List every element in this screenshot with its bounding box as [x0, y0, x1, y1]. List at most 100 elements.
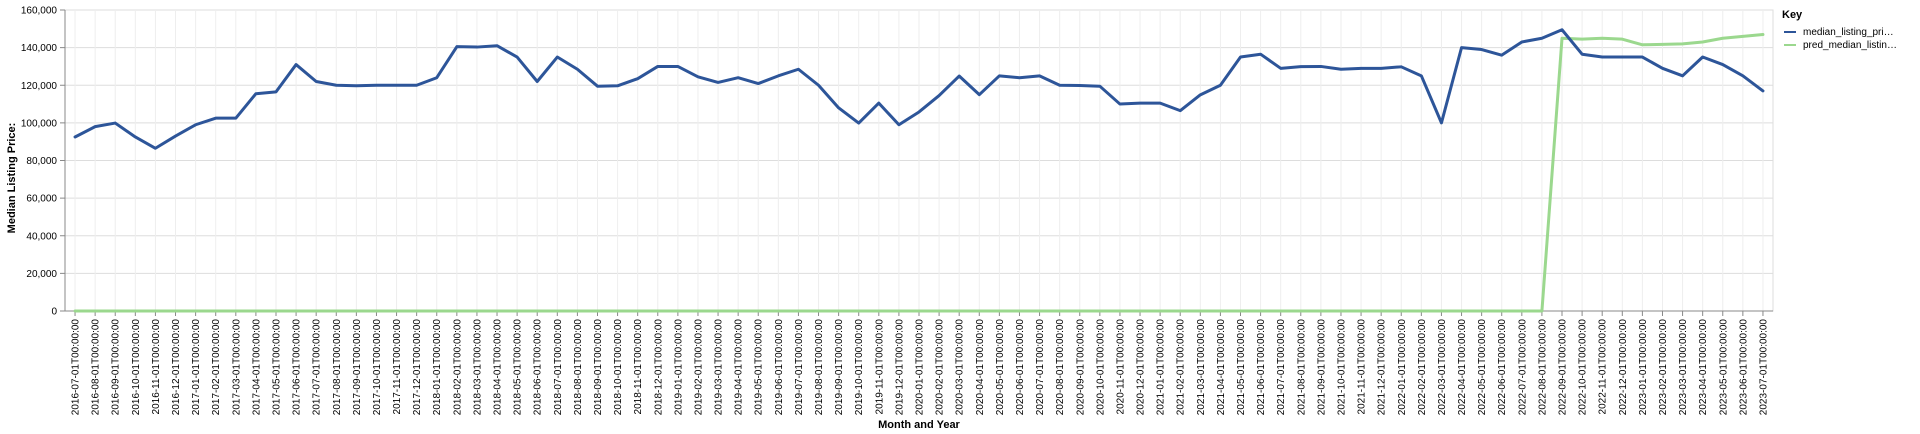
x-tick-label: 2021-08-01T00:00:00: [1296, 319, 1307, 416]
x-tick-label: 2019-07-01T00:00:00: [794, 319, 805, 416]
x-tick-label: 2019-06-01T00:00:00: [774, 319, 785, 416]
legend-item-predicted: pred_median_listin…: [1784, 40, 1897, 51]
x-tick-label: 2016-07-01T00:00:00: [71, 319, 82, 416]
x-tick-label: 2016-08-01T00:00:00: [91, 319, 102, 416]
x-tick-label: 2018-10-01T00:00:00: [613, 319, 624, 416]
x-tick-label: 2017-09-01T00:00:00: [352, 319, 363, 416]
y-tick-label: 140,000: [21, 43, 58, 54]
x-tick-label: 2019-08-01T00:00:00: [814, 319, 825, 416]
x-tick-label: 2017-11-01T00:00:00: [392, 319, 403, 415]
x-tick-label: 2017-07-01T00:00:00: [312, 319, 323, 416]
x-tick-label: 2016-10-01T00:00:00: [131, 319, 142, 416]
y-axis: 0 20,000 40,000 60,000 80,000 100,000 120,000 1…: [21, 6, 66, 318]
x-tick-label: 2021-07-01T00:00:00: [1276, 319, 1287, 416]
x-tick-label: 2020-10-01T00:00:00: [1095, 319, 1106, 416]
x-tick-label: 2022-01-01T00:00:00: [1397, 319, 1408, 416]
x-tick-label: 2018-11-01T00:00:00: [633, 319, 644, 415]
x-tick-label: 2023-03-01T00:00:00: [1678, 319, 1689, 416]
grid-lines: [64, 9, 1774, 312]
x-axis: 2016-07-01T00:00:00 2016-08-01T00:00:00 20…: [65, 310, 1773, 416]
x-tick-label: 2019-04-01T00:00:00: [734, 319, 745, 416]
x-tick-label: 2021-04-01T00:00:00: [1216, 319, 1227, 416]
x-tick-label: 2022-11-01T00:00:00: [1598, 319, 1609, 415]
x-tick-label: 2017-06-01T00:00:00: [292, 319, 303, 416]
x-tick-label: 2018-12-01T00:00:00: [653, 319, 664, 416]
x-tick-label: 2022-06-01T00:00:00: [1497, 319, 1508, 416]
x-tick-label: 2022-09-01T00:00:00: [1558, 319, 1569, 416]
x-tick-label: 2016-09-01T00:00:00: [111, 319, 122, 416]
legend-item-actual: median_listing_pri…: [1784, 27, 1894, 38]
x-tick-label: 2020-02-01T00:00:00: [935, 319, 946, 416]
y-tick-label: 100,000: [21, 118, 58, 129]
x-tick-label: 2018-03-01T00:00:00: [472, 319, 483, 416]
legend-label-predicted: pred_median_listin…: [1803, 40, 1897, 51]
x-tick-label: 2020-05-01T00:00:00: [995, 319, 1006, 416]
x-tick-label: 2019-10-01T00:00:00: [854, 319, 865, 416]
x-tick-label: 2021-06-01T00:00:00: [1256, 319, 1267, 416]
x-tick-label: 2020-01-01T00:00:00: [915, 319, 926, 416]
series-line-actual: [73, 28, 1765, 150]
y-tick-label: 20,000: [26, 269, 57, 280]
x-tick-label: 2018-02-01T00:00:00: [452, 319, 463, 416]
y-tick-label: 0: [51, 307, 57, 318]
x-tick-label: 2022-08-01T00:00:00: [1537, 319, 1548, 416]
x-tick-label: 2019-09-01T00:00:00: [834, 319, 845, 416]
x-tick-label: 2018-07-01T00:00:00: [553, 319, 564, 416]
x-tick-label: 2020-11-01T00:00:00: [1115, 319, 1126, 415]
x-tick-label: 2018-04-01T00:00:00: [493, 319, 504, 416]
y-tick-label: 40,000: [26, 231, 57, 242]
x-tick-label: 2017-12-01T00:00:00: [412, 319, 423, 416]
x-tick-label: 2017-01-01T00:00:00: [191, 319, 202, 416]
x-tick-label: 2017-05-01T00:00:00: [271, 319, 282, 416]
x-tick-label: 2021-12-01T00:00:00: [1377, 319, 1388, 416]
y-tick-label: 60,000: [26, 194, 57, 205]
x-tick-label: 2019-11-01T00:00:00: [874, 319, 885, 415]
legend-label-actual: median_listing_pri…: [1803, 27, 1894, 38]
x-tick-label: 2020-07-01T00:00:00: [1035, 319, 1046, 416]
x-tick-label: 2022-07-01T00:00:00: [1517, 319, 1528, 416]
x-tick-label: 2021-09-01T00:00:00: [1316, 319, 1327, 416]
y-tick-label: 120,000: [21, 81, 58, 92]
x-tick-label: 2018-08-01T00:00:00: [573, 319, 584, 416]
x-tick-label: 2021-03-01T00:00:00: [1196, 319, 1207, 416]
x-tick-label: 2019-12-01T00:00:00: [894, 319, 905, 416]
x-tick-label: 2016-12-01T00:00:00: [171, 319, 182, 416]
x-tick-label: 2023-07-01T00:00:00: [1758, 319, 1769, 416]
x-tick-label: 2020-03-01T00:00:00: [955, 319, 966, 416]
x-tick-label: 2019-03-01T00:00:00: [714, 319, 725, 416]
series-line-predicted: [73, 32, 1765, 313]
y-tick-label: 80,000: [26, 156, 57, 167]
x-tick-label: 2023-02-01T00:00:00: [1658, 319, 1669, 416]
x-tick-label: 2021-10-01T00:00:00: [1336, 319, 1347, 416]
series-layer: [73, 28, 1765, 313]
x-tick-label: 2020-09-01T00:00:00: [1075, 319, 1086, 416]
x-tick-label: 2022-02-01T00:00:00: [1417, 319, 1428, 416]
x-tick-label: 2017-02-01T00:00:00: [211, 319, 222, 416]
x-tick-label: 2020-12-01T00:00:00: [1136, 319, 1147, 416]
x-tick-label: 2022-10-01T00:00:00: [1578, 319, 1589, 416]
x-tick-label: 2019-01-01T00:00:00: [673, 319, 684, 416]
x-tick-label: 2017-03-01T00:00:00: [231, 319, 242, 416]
x-tick-label: 2017-08-01T00:00:00: [332, 319, 343, 416]
x-tick-label: 2018-05-01T00:00:00: [513, 319, 524, 416]
x-tick-label: 2023-05-01T00:00:00: [1718, 319, 1729, 416]
x-tick-label: 2022-12-01T00:00:00: [1618, 319, 1629, 416]
x-tick-label: 2021-02-01T00:00:00: [1176, 319, 1187, 416]
x-tick-label: 2022-03-01T00:00:00: [1437, 319, 1448, 416]
x-tick-label: 2020-08-01T00:00:00: [1055, 319, 1066, 416]
x-tick-label: 2021-05-01T00:00:00: [1236, 319, 1247, 416]
y-tick-label: 160,000: [21, 6, 58, 17]
x-tick-label: 2022-05-01T00:00:00: [1477, 319, 1488, 416]
x-tick-label: 2017-04-01T00:00:00: [251, 319, 262, 416]
legend-title: Key: [1782, 9, 1803, 21]
x-tick-label: 2023-04-01T00:00:00: [1698, 319, 1709, 416]
x-tick-label: 2019-02-01T00:00:00: [693, 319, 704, 416]
x-tick-label: 2021-01-01T00:00:00: [1156, 319, 1167, 416]
x-axis-title: Month and Year: [878, 419, 960, 431]
x-tick-label: 2016-11-01T00:00:00: [151, 319, 162, 415]
x-tick-label: 2020-06-01T00:00:00: [1015, 319, 1026, 416]
x-tick-label: 2018-06-01T00:00:00: [533, 319, 544, 416]
legend: Key median_listing_pri… pred_median_list…: [1782, 9, 1897, 51]
x-tick-label: 2021-11-01T00:00:00: [1357, 319, 1368, 415]
